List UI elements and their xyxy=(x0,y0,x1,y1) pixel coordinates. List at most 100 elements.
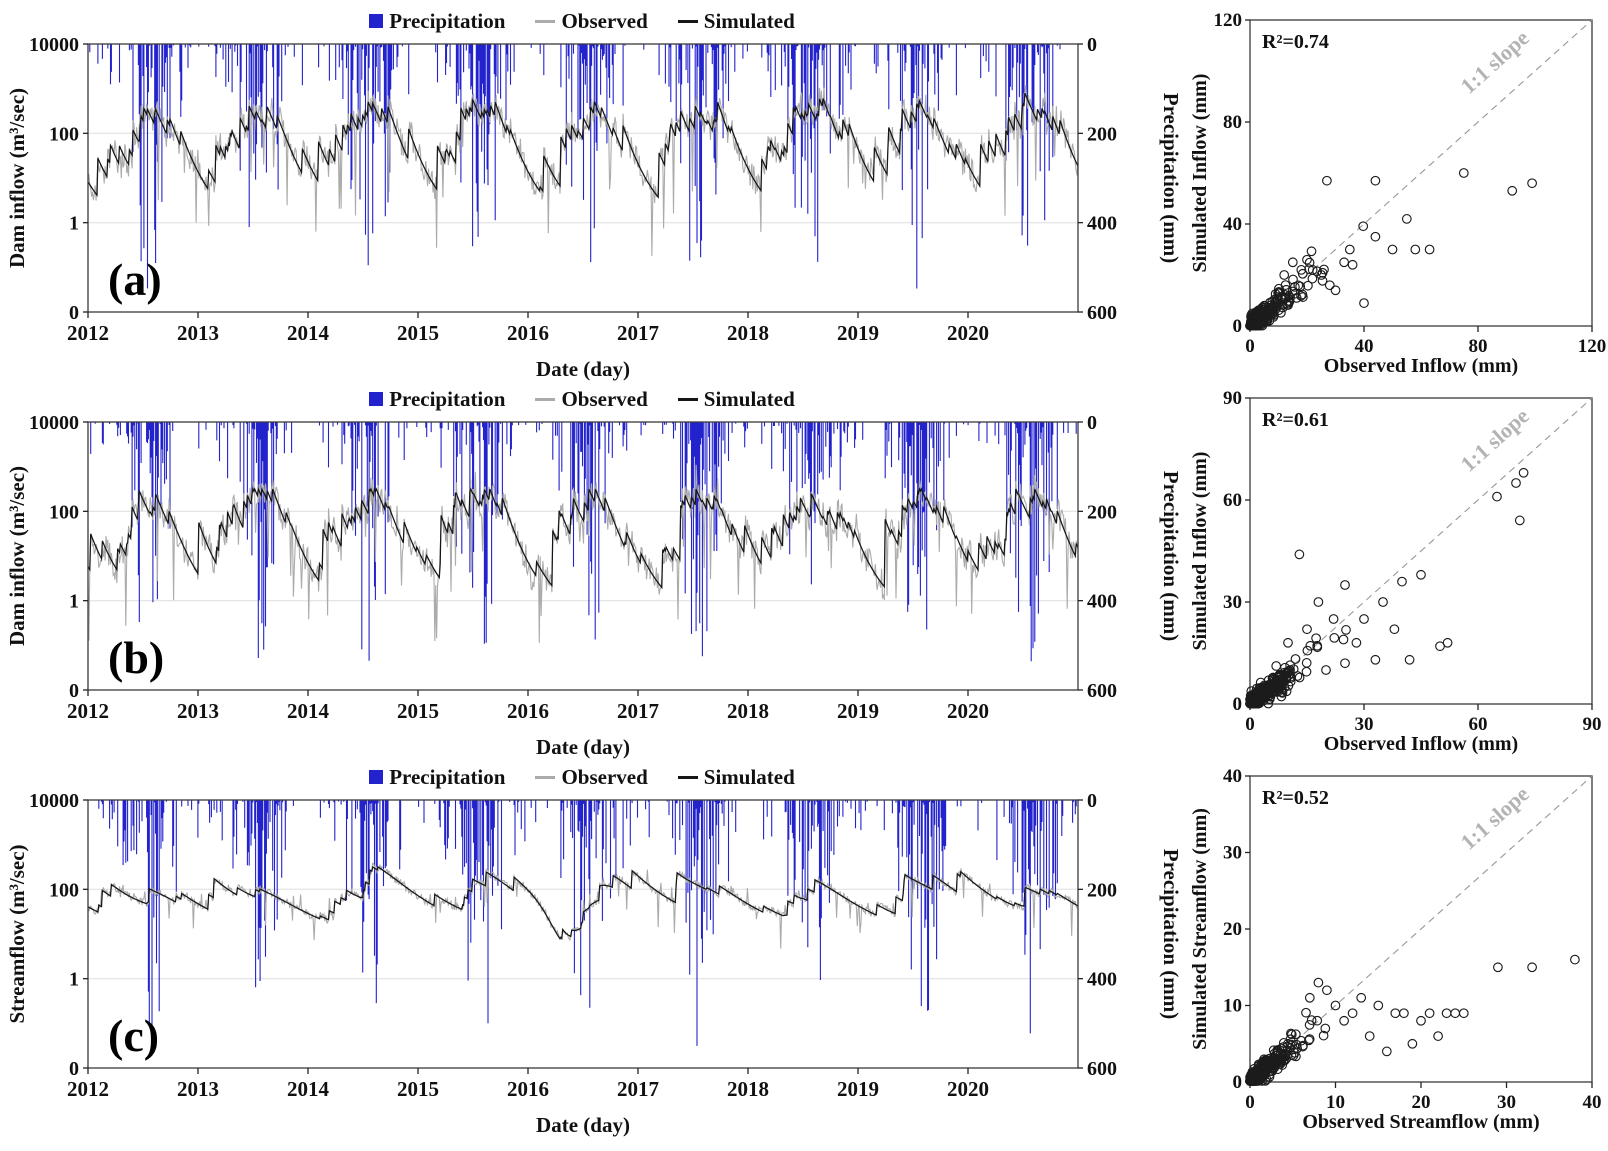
y-axis-title-right: Precipitation (mm) xyxy=(1159,93,1183,263)
data-point xyxy=(1311,633,1321,644)
data-point xyxy=(1283,666,1294,676)
data-point xyxy=(1527,962,1537,973)
panel-label-a: (a) xyxy=(108,254,162,305)
y-tick-label: 30 xyxy=(1223,843,1242,864)
data-point xyxy=(1301,666,1312,677)
data-point xyxy=(1492,491,1502,502)
data-point xyxy=(1263,1059,1274,1070)
data-point xyxy=(1298,1040,1308,1051)
data-point xyxy=(1302,624,1312,635)
data-point xyxy=(1450,1008,1461,1019)
data-point xyxy=(1304,1020,1315,1030)
data-point xyxy=(1270,302,1281,312)
data-point xyxy=(1507,185,1518,196)
data-point xyxy=(1312,1015,1323,1026)
data-point xyxy=(1570,954,1580,965)
y-left-tick-label: 1 xyxy=(69,969,79,991)
x-tick-label: 2019 xyxy=(837,321,879,345)
legend-label: Observed xyxy=(561,8,648,33)
data-point xyxy=(1277,688,1288,698)
data-point xyxy=(1264,1063,1274,1074)
scatter-points xyxy=(1245,168,1537,331)
precipitation-bars xyxy=(98,800,1077,1046)
simulated-series-path xyxy=(87,486,1079,590)
y-right-tick-label: 400 xyxy=(1087,213,1117,235)
data-point xyxy=(1364,1031,1375,1041)
x-tick-label: 10 xyxy=(1326,1092,1345,1113)
legend-label: Observed xyxy=(561,764,648,789)
legend-label: Precipitation xyxy=(389,386,506,411)
legend-item-observed: Observed xyxy=(535,764,648,790)
x-tick-label: 30 xyxy=(1497,1092,1516,1113)
data-point xyxy=(1264,315,1275,326)
data-point xyxy=(1275,1057,1286,1068)
data-point xyxy=(1273,287,1284,297)
y-tick-label: 90 xyxy=(1223,388,1242,409)
r-squared-label: R²=0.61 xyxy=(1262,409,1329,431)
data-point xyxy=(1302,254,1312,265)
data-point xyxy=(1295,281,1306,292)
y-axis-title-left: Dam inflow (m³/sec) xyxy=(5,466,29,646)
precipitation-bars xyxy=(89,44,1061,289)
x-tick-label: 2012 xyxy=(67,1077,109,1101)
y-axis-title: Simulated Streamflow (mm) xyxy=(1190,808,1211,1050)
legend-item-simulated: Simulated xyxy=(677,9,795,34)
data-point xyxy=(1328,614,1339,624)
legend-label: Observed xyxy=(561,386,648,411)
data-point xyxy=(1319,264,1329,275)
legend-label: Precipitation xyxy=(389,8,506,33)
data-point xyxy=(1324,280,1335,291)
data-point xyxy=(1304,1035,1314,1046)
x-tick-label: 30 xyxy=(1355,714,1374,735)
data-point xyxy=(1356,992,1367,1003)
y-tick-label: 0 xyxy=(1233,316,1243,337)
data-point xyxy=(1511,478,1521,488)
x-tick-label: 2020 xyxy=(947,1077,989,1101)
r-squared-label: R²=0.74 xyxy=(1262,31,1329,53)
x-tick-label: 40 xyxy=(1355,336,1374,357)
timeseries-panel-c: Precipitation Observed Simulated 10000 1 0… xyxy=(0,762,1190,1140)
y-right-tick-label: 0 xyxy=(1087,792,1097,812)
y-axis-title: Simulated Inflow (mm) xyxy=(1190,452,1211,651)
scatter-points xyxy=(1245,467,1529,709)
data-point xyxy=(1272,1045,1283,1055)
y-axis-title-left: Streamflow (m³/sec) xyxy=(5,844,29,1023)
data-point xyxy=(1296,265,1307,275)
one-to-one-line xyxy=(1249,397,1593,705)
scatter-panel-b: 1:1 slope R²=0.61 0 0 30 30 60 60 90 90 Observed I… xyxy=(1190,384,1608,762)
x-tick-label: 2014 xyxy=(287,699,330,723)
data-point xyxy=(1313,597,1324,607)
data-point xyxy=(1286,1029,1297,1040)
r-squared-label: R²=0.52 xyxy=(1262,787,1329,809)
data-point xyxy=(1378,597,1388,607)
y-right-tick-label: 400 xyxy=(1087,969,1117,991)
data-point xyxy=(1313,977,1324,988)
x-tick-label: 2013 xyxy=(177,321,219,345)
x-tick-label: 2013 xyxy=(177,1077,219,1101)
x-axis-title: Observed Inflow (mm) xyxy=(1324,733,1518,755)
data-point xyxy=(1271,661,1282,671)
data-point xyxy=(1307,273,1318,284)
data-point xyxy=(1256,692,1267,702)
precipitation-swatch-icon xyxy=(369,14,384,28)
y-tick-label: 10 xyxy=(1223,996,1242,1017)
legend-label: Simulated xyxy=(703,386,795,411)
x-tick-label: 2014 xyxy=(287,1077,330,1101)
data-point xyxy=(1277,1060,1288,1070)
x-tick-label: 2018 xyxy=(727,699,769,723)
data-point xyxy=(1399,1008,1409,1019)
data-point xyxy=(1441,1008,1452,1019)
plot-border xyxy=(1249,19,1593,327)
y-right-tick-label: 0 xyxy=(1087,36,1097,56)
data-point xyxy=(1416,569,1426,580)
data-point xyxy=(1303,280,1313,291)
legend-c: Precipitation Observed Simulated xyxy=(0,762,1190,792)
y-left-tick-label: 10000 xyxy=(29,792,79,812)
y-axis-title-right: Precipitation (mm) xyxy=(1159,849,1183,1019)
data-point xyxy=(1370,654,1381,665)
y-left-tick-label: 1 xyxy=(69,591,79,613)
y-left-tick-label: 0 xyxy=(69,302,79,324)
data-point xyxy=(1301,658,1312,668)
x-tick-label: 2020 xyxy=(947,321,989,345)
